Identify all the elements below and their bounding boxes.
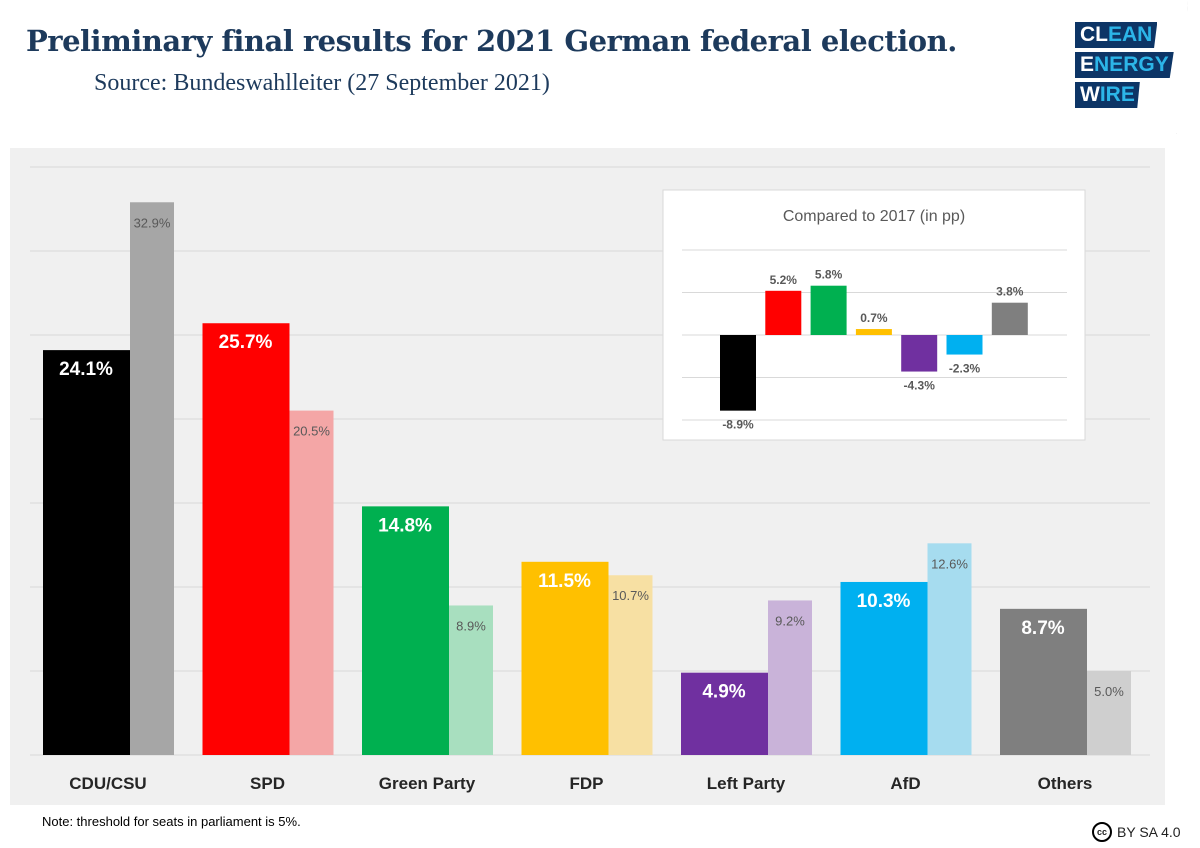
page-subtitle: Source: Bundeswahlleiter (27 September 2…	[94, 70, 550, 96]
bar-label-2017: 20.5%	[293, 424, 330, 439]
bar-label-2021: 14.8%	[378, 515, 432, 536]
header: Preliminary final results for 2021 Germa…	[0, 0, 1200, 140]
bar-2017	[130, 202, 174, 755]
category-label: FDP	[570, 774, 604, 793]
bar-2021	[681, 672, 768, 755]
inset-bar	[765, 290, 802, 335]
bar-label-2021: 8.7%	[1021, 618, 1064, 639]
bar-2021	[362, 506, 449, 755]
bar-2021	[1000, 608, 1087, 755]
bar-2017	[768, 600, 812, 755]
inset-bar-label: -2.3%	[949, 362, 981, 376]
category-label: CDU/CSU	[69, 774, 146, 793]
page-title: Preliminary final results for 2021 Germa…	[26, 24, 957, 58]
category-label: Left Party	[707, 774, 786, 793]
clean-energy-wire-logo: CLEAN ENERGY WIRE	[1075, 22, 1174, 112]
category-label: Others	[1038, 774, 1093, 793]
inset-bar	[901, 335, 938, 372]
license: cc BY SA 4.0	[1092, 822, 1181, 842]
bar-2021	[840, 581, 928, 755]
bar-label-2021: 25.7%	[219, 332, 273, 353]
logo-line-energy: ENERGY	[1075, 52, 1174, 78]
bar-label-2017: 9.2%	[775, 613, 805, 628]
inset-bar-label: -4.3%	[904, 379, 936, 393]
bar-2017	[1087, 671, 1131, 755]
bar-label-2017: 32.9%	[134, 215, 171, 230]
bar-2017	[608, 575, 653, 755]
logo-line-wire: WIRE	[1075, 82, 1140, 108]
bar-label-2017: 12.6%	[931, 556, 968, 571]
inset-bar	[720, 335, 756, 411]
inset-bar-label: 5.2%	[770, 273, 798, 287]
inset-bar	[946, 335, 983, 355]
bar-2021	[202, 323, 290, 755]
inset-bar-label: 3.8%	[996, 285, 1024, 299]
bar-2017	[289, 410, 334, 755]
bar-label-2021: 11.5%	[538, 571, 591, 592]
logo-line-clean: CLEAN	[1075, 22, 1158, 48]
bar-2021	[43, 350, 130, 755]
category-label: AfD	[890, 774, 920, 793]
inset-title: Compared to 2017 (in pp)	[783, 208, 965, 225]
cc-icon: cc	[1092, 822, 1112, 842]
inset-bar	[991, 302, 1028, 335]
bar-label-2017: 10.7%	[612, 588, 649, 603]
inset-bar	[810, 285, 847, 335]
category-label: SPD	[250, 774, 285, 793]
bar-label-2021: 4.9%	[702, 682, 745, 703]
bar-2021	[521, 561, 609, 755]
inset-bar	[855, 329, 892, 335]
bar-label-2017: 5.0%	[1094, 684, 1124, 699]
bar-label-2021: 24.1%	[59, 359, 113, 380]
threshold-note: Note: threshold for seats in parliament …	[42, 814, 301, 829]
license-text: BY SA 4.0	[1117, 824, 1181, 840]
bar-2017	[927, 543, 972, 755]
inset-bar-label: 5.8%	[815, 268, 843, 282]
header-card	[8, 0, 1188, 134]
bar-label-2017: 8.9%	[456, 618, 486, 633]
category-label: Green Party	[379, 774, 476, 793]
bar-2017	[449, 605, 493, 755]
inset-bar-label: 0.7%	[860, 311, 888, 325]
bar-label-2021: 10.3%	[857, 591, 911, 612]
inset-bar-label: -8.9%	[722, 418, 754, 432]
